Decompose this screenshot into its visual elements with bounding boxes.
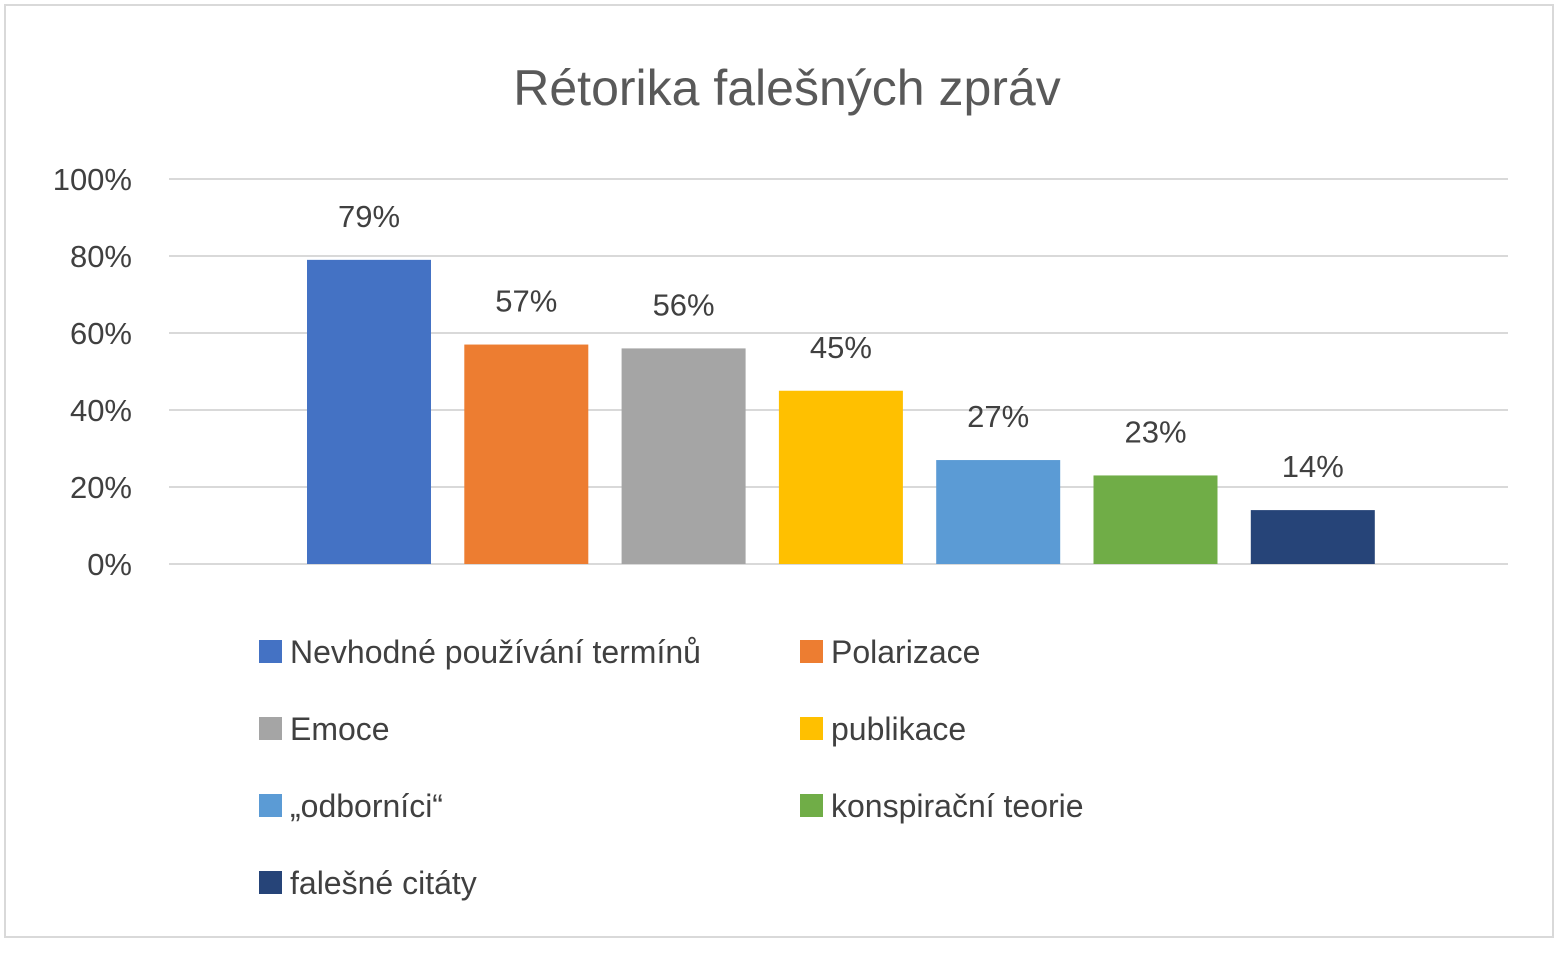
- bar: [778, 390, 903, 564]
- y-tick-label: 40%: [70, 393, 132, 428]
- bar: [621, 348, 746, 564]
- legend-swatch: [259, 640, 282, 663]
- y-tick-label: 60%: [70, 316, 132, 351]
- legend-swatch: [259, 871, 282, 894]
- legend-label: falešné citáty: [290, 865, 477, 901]
- bar: [307, 259, 431, 564]
- legend-swatch: [800, 640, 823, 663]
- legend-label: Emoce: [290, 711, 390, 747]
- legend-swatch: [800, 794, 823, 817]
- legend-label: Nevhodné používání termínů: [290, 634, 701, 670]
- data-label: 14%: [1282, 449, 1344, 484]
- bar: [936, 460, 1061, 564]
- legend-label: „odborníci“: [290, 788, 443, 824]
- chart-title: Rétorika falešných zpráv: [513, 60, 1060, 116]
- y-axis-ticks: 0% 20% 40% 60% 80% 100%: [53, 162, 132, 582]
- bar: [464, 344, 589, 564]
- bars: [307, 259, 1375, 564]
- bar-chart: Rétorika falešných zpráv 0% 20% 40% 60% 80% 1…: [53, 60, 1508, 901]
- data-label: 27%: [967, 399, 1029, 434]
- legend-label: publikace: [831, 711, 966, 747]
- data-label: 57%: [495, 284, 557, 319]
- y-tick-label: 0%: [87, 547, 132, 582]
- legend-swatch: [259, 794, 282, 817]
- bar: [1093, 475, 1218, 564]
- bar: [1250, 510, 1375, 564]
- legend-swatch: [259, 717, 282, 740]
- chart-frame: Rétorika falešných zpráv 0% 20% 40% 60% 80% 1…: [4, 4, 1554, 938]
- legend-label: Polarizace: [831, 634, 980, 670]
- y-tick-label: 80%: [70, 239, 132, 274]
- data-label: 79%: [338, 199, 400, 234]
- y-tick-label: 100%: [53, 162, 132, 197]
- legend-swatch: [800, 717, 823, 740]
- legend-label: konspirační teorie: [831, 788, 1084, 824]
- data-label: 23%: [1124, 414, 1186, 449]
- data-label: 45%: [810, 330, 872, 365]
- data-label: 56%: [653, 287, 715, 322]
- legend: Nevhodné používání termínů Polarizace Emoc…: [259, 634, 1084, 901]
- y-tick-label: 20%: [70, 470, 132, 505]
- data-labels: 79% 57% 56% 45% 27% 23% 14%: [338, 199, 1344, 484]
